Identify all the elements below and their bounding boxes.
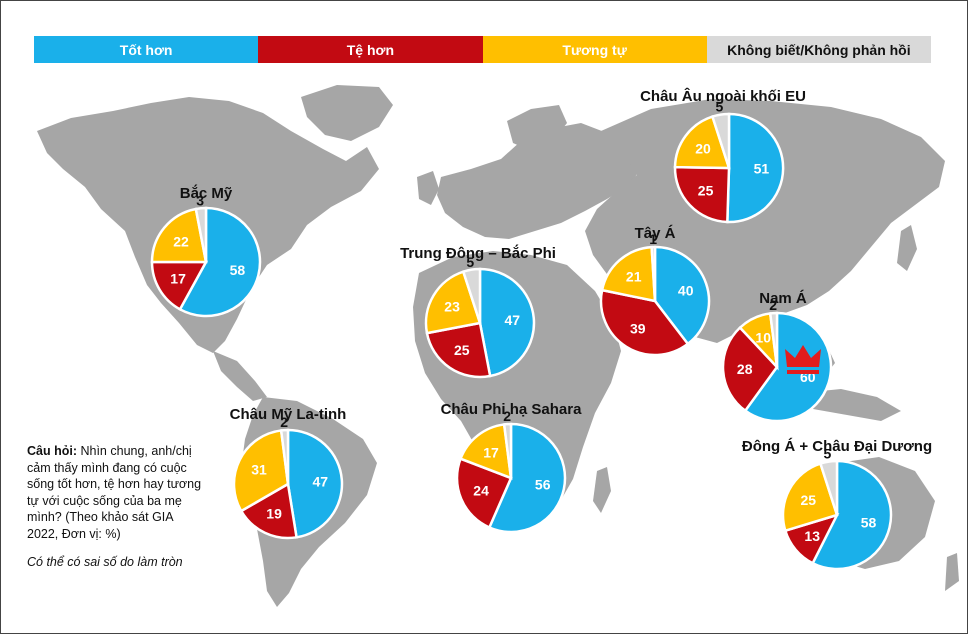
region-title-trung-dong-bac-phi: Trung Đông – Bắc Phi bbox=[400, 245, 556, 262]
region-title-chau-my-la-tinh: Châu Mỹ La-tinh bbox=[229, 406, 347, 423]
central-america-shape bbox=[213, 351, 267, 401]
pie-chau-au-ngoai-eu: 51 25 20 5 bbox=[673, 99, 785, 224]
legend: Tốt hơn Tệ hơn Tương tự Không biết/Không… bbox=[34, 36, 931, 63]
pie-slice-dong-a-chau-dai-duong-better bbox=[811, 459, 893, 571]
pie-label-chau-my-la-tinh-same: 31 bbox=[251, 462, 267, 478]
pie-slice-tay-a-better bbox=[653, 245, 711, 346]
pie-slice-chau-my-la-tinh-same bbox=[232, 429, 290, 513]
pie-slice-trung-dong-bac-phi-worse bbox=[425, 321, 492, 379]
rounding-disclaimer: Có thể có sai số do làm tròn bbox=[27, 555, 183, 569]
question-note: Câu hỏi: Nhìn chung, anh/chị cảm thấy mì… bbox=[27, 443, 205, 542]
uk-shape bbox=[417, 171, 439, 205]
pie-label-trung-dong-bac-phi-worse: 25 bbox=[454, 342, 470, 358]
pie-slice-dong-a-chau-dai-duong-same bbox=[781, 462, 839, 533]
pie-label-chau-au-ngoai-eu-same: 20 bbox=[695, 141, 711, 157]
europe-shape bbox=[437, 123, 641, 239]
pie-label-chau-phi-ha-sahara-better: 56 bbox=[535, 477, 551, 493]
region-title-bac-my: Bắc Mỹ bbox=[179, 185, 233, 202]
pie-slice-tay-a-unknown bbox=[650, 245, 657, 302]
pie-label-tay-a-unknown: 1 bbox=[649, 231, 657, 247]
pie-slice-tay-a-same bbox=[600, 245, 657, 303]
pie-label-nam-a-worse: 28 bbox=[737, 361, 753, 377]
pie-label-bac-my-better: 58 bbox=[230, 262, 246, 278]
pie-slice-bac-my-worse bbox=[150, 260, 209, 312]
japan-shape bbox=[897, 225, 917, 271]
region-title-dong-a-chau-dai-duong: Đông Á + Châu Đại Dương bbox=[741, 438, 933, 455]
pie-label-bac-my-same: 22 bbox=[173, 233, 189, 249]
region-title-chau-phi-ha-sahara: Châu Phi hạ Sahara bbox=[440, 401, 582, 418]
pie-label-chau-phi-ha-sahara-unknown: 2 bbox=[503, 408, 511, 424]
pie-label-chau-my-la-tinh-worse: 19 bbox=[266, 505, 282, 521]
pie-chau-my-la-tinh: 47 19 31 2 bbox=[232, 414, 344, 540]
pie-slice-bac-my-better bbox=[178, 206, 262, 318]
pie-label-chau-my-la-tinh-better: 47 bbox=[313, 473, 329, 489]
pie-label-trung-dong-bac-phi-unknown: 5 bbox=[466, 254, 474, 270]
pie-label-dong-a-chau-dai-duong-better: 58 bbox=[861, 515, 877, 531]
pie-slice-chau-my-la-tinh-unknown bbox=[279, 428, 290, 485]
legend-item-better: Tốt hơn bbox=[34, 36, 259, 63]
pie-slice-trung-dong-bac-phi-same bbox=[424, 270, 482, 335]
pie-label-chau-au-ngoai-eu-worse: 25 bbox=[698, 182, 714, 198]
pie-label-dong-a-chau-dai-duong-worse: 13 bbox=[804, 528, 820, 544]
pie-trung-dong-bac-phi: 47 25 23 5 bbox=[424, 254, 536, 379]
indonesia-shape bbox=[801, 389, 901, 421]
pie-label-chau-phi-ha-sahara-same: 17 bbox=[483, 445, 499, 461]
pie-label-chau-au-ngoai-eu-better: 51 bbox=[754, 161, 770, 177]
pie-label-chau-phi-ha-sahara-worse: 24 bbox=[473, 483, 489, 499]
pie-label-tay-a-worse: 39 bbox=[630, 321, 646, 337]
region-title-tay-a: Tây Á bbox=[634, 225, 676, 242]
region-title-nam-a: Nam Á bbox=[759, 290, 807, 307]
pie-slice-bac-my-unknown bbox=[194, 206, 208, 263]
madagascar-shape bbox=[593, 467, 611, 513]
pie-slice-chau-phi-ha-sahara-unknown bbox=[502, 422, 513, 479]
pie-label-trung-dong-bac-phi-same: 23 bbox=[444, 299, 460, 315]
region-title-chau-au-ngoai-eu: Châu Âu ngoài khối EU bbox=[640, 88, 806, 105]
pie-tay-a: 40 39 21 1 bbox=[599, 231, 711, 357]
crown-icon bbox=[785, 345, 821, 374]
pie-bac-my: 58 17 22 3 bbox=[150, 192, 262, 318]
pie-label-dong-a-chau-dai-duong-same: 25 bbox=[801, 492, 817, 508]
legend-item-worse: Tệ hơn bbox=[258, 36, 483, 63]
pie-layer: 5817223471931247252355624172512520540392… bbox=[150, 99, 893, 571]
pie-slice-chau-au-ngoai-eu-unknown bbox=[710, 112, 731, 169]
pie-slice-tay-a-worse bbox=[599, 288, 690, 357]
pie-slice-chau-my-la-tinh-better bbox=[286, 428, 344, 539]
pie-slice-nam-a-worse bbox=[721, 325, 779, 413]
legend-item-unknown: Không biết/Không phản hồi bbox=[706, 36, 931, 63]
pie-label-nam-a-same: 10 bbox=[755, 330, 771, 346]
pie-slice-trung-dong-bac-phi-unknown bbox=[461, 267, 482, 324]
pie-label-tay-a-same: 21 bbox=[626, 269, 642, 285]
pie-slice-chau-phi-ha-sahara-worse bbox=[455, 457, 513, 530]
pie-slice-dong-a-chau-dai-duong-unknown bbox=[818, 459, 839, 516]
pie-slice-chau-au-ngoai-eu-worse bbox=[673, 165, 731, 224]
pie-label-tay-a-better: 40 bbox=[678, 283, 694, 299]
scandinavia-shape bbox=[507, 105, 567, 151]
pie-slice-bac-my-same bbox=[150, 207, 208, 264]
pie-slice-trung-dong-bac-phi-better bbox=[478, 267, 536, 378]
new-zealand-shape bbox=[945, 553, 959, 591]
pie-label-dong-a-chau-dai-duong-unknown: 5 bbox=[824, 446, 832, 462]
pie-label-nam-a-unknown: 2 bbox=[769, 297, 777, 313]
pie-label-bac-my-unknown: 3 bbox=[196, 192, 204, 208]
pie-label-chau-my-la-tinh-unknown: 2 bbox=[280, 414, 288, 430]
pie-slice-chau-au-ngoai-eu-better bbox=[726, 112, 785, 224]
pie-label-trung-dong-bac-phi-better: 47 bbox=[505, 312, 521, 328]
pie-slice-nam-a-unknown bbox=[768, 311, 779, 368]
pie-slice-chau-phi-ha-sahara-better bbox=[487, 422, 567, 534]
question-label: Câu hỏi: bbox=[27, 444, 77, 458]
question-text: Nhìn chung, anh/chị cảm thấy mình đang c… bbox=[27, 444, 202, 541]
pie-slice-chau-my-la-tinh-worse bbox=[239, 482, 298, 540]
greenland-shape bbox=[301, 85, 393, 141]
pie-label-chau-au-ngoai-eu-unknown: 5 bbox=[716, 99, 724, 115]
pie-label-bac-my-worse: 17 bbox=[170, 271, 186, 287]
pie-dong-a-chau-dai-duong: 58 13 25 5 bbox=[781, 446, 893, 571]
pie-chau-phi-ha-sahara: 56 24 17 2 bbox=[455, 408, 567, 534]
legend-item-same: Tương tự bbox=[482, 36, 707, 63]
pie-slice-chau-phi-ha-sahara-same bbox=[458, 423, 513, 480]
